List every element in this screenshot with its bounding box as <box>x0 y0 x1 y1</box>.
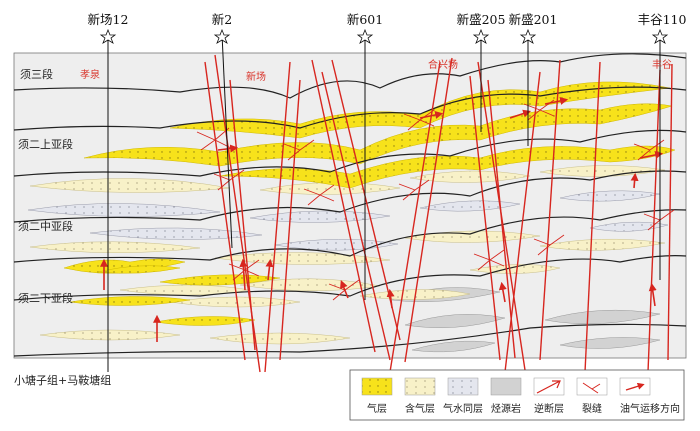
layer-label-xu2-middle: 须二中亚段 <box>18 219 73 233</box>
layer-label-xu2-upper: 须二上亚段 <box>18 137 73 151</box>
well-label-xc12: 新场12 <box>88 12 129 27</box>
fracture-clusters <box>196 99 675 301</box>
well-marker-x2 <box>213 28 231 44</box>
reverse-fault-icon <box>536 380 561 394</box>
well-label-xs205: 新盛205 <box>457 12 506 27</box>
legend-label-gas-bearing: 含气层 <box>405 402 435 415</box>
legend-label-reverse-fault: 逆断层 <box>534 402 564 415</box>
legend-label-migration: 油气运移方向 <box>620 402 680 415</box>
area-label-hexingchang: 合兴场 <box>428 58 458 71</box>
area-label-fenggu: 丰谷 <box>652 58 672 71</box>
well-marker-xs201 <box>519 28 537 44</box>
legend-swatch-source-rock <box>490 377 522 396</box>
legend-label-fracture: 裂缝 <box>582 402 602 415</box>
well-label-x2: 新2 <box>212 12 232 27</box>
well-marker-xs205 <box>472 28 490 44</box>
legend-swatch-fracture <box>576 377 608 396</box>
well-lines <box>107 33 661 372</box>
legend-swatch-gas-water <box>447 377 479 396</box>
legend-label-gas-water: 气水同层 <box>443 402 483 415</box>
well-label-fg110: 丰谷110 <box>638 12 687 27</box>
well-marker-fg110 <box>651 28 669 44</box>
legend-label-gas-layer: 气层 <box>367 402 387 415</box>
legend-swatch-gas-bearing <box>404 377 436 396</box>
reverse-faults <box>204 54 673 373</box>
legend-label-source-rock: 烃源岩 <box>491 402 521 415</box>
migration-arrow-icon <box>625 382 645 391</box>
layer-label-xu2-lower: 须二下亚段 <box>18 291 73 305</box>
legend-swatch-gas-layer <box>361 377 393 396</box>
well-marker-xc12 <box>99 28 117 44</box>
legend: 气层 含气层 气水同层 烃源岩 逆断层 裂缝 油气运移方向 <box>349 369 685 421</box>
area-label-xiaoquan: 孝泉 <box>80 68 100 81</box>
well-marker-x601 <box>356 28 374 44</box>
migration-arrows <box>100 97 664 342</box>
area-label-xinchang: 新场 <box>246 70 266 83</box>
layer-label-xu3: 须三段 <box>20 67 53 81</box>
layer-label-bottom: 小塘子组+马鞍塘组 <box>14 373 111 387</box>
well-label-xs201: 新盛201 <box>509 12 558 27</box>
gas-water-lenses <box>27 190 669 251</box>
fracture-icon <box>582 382 601 394</box>
well-label-x601: 新601 <box>347 12 383 27</box>
well-markers <box>99 28 669 44</box>
